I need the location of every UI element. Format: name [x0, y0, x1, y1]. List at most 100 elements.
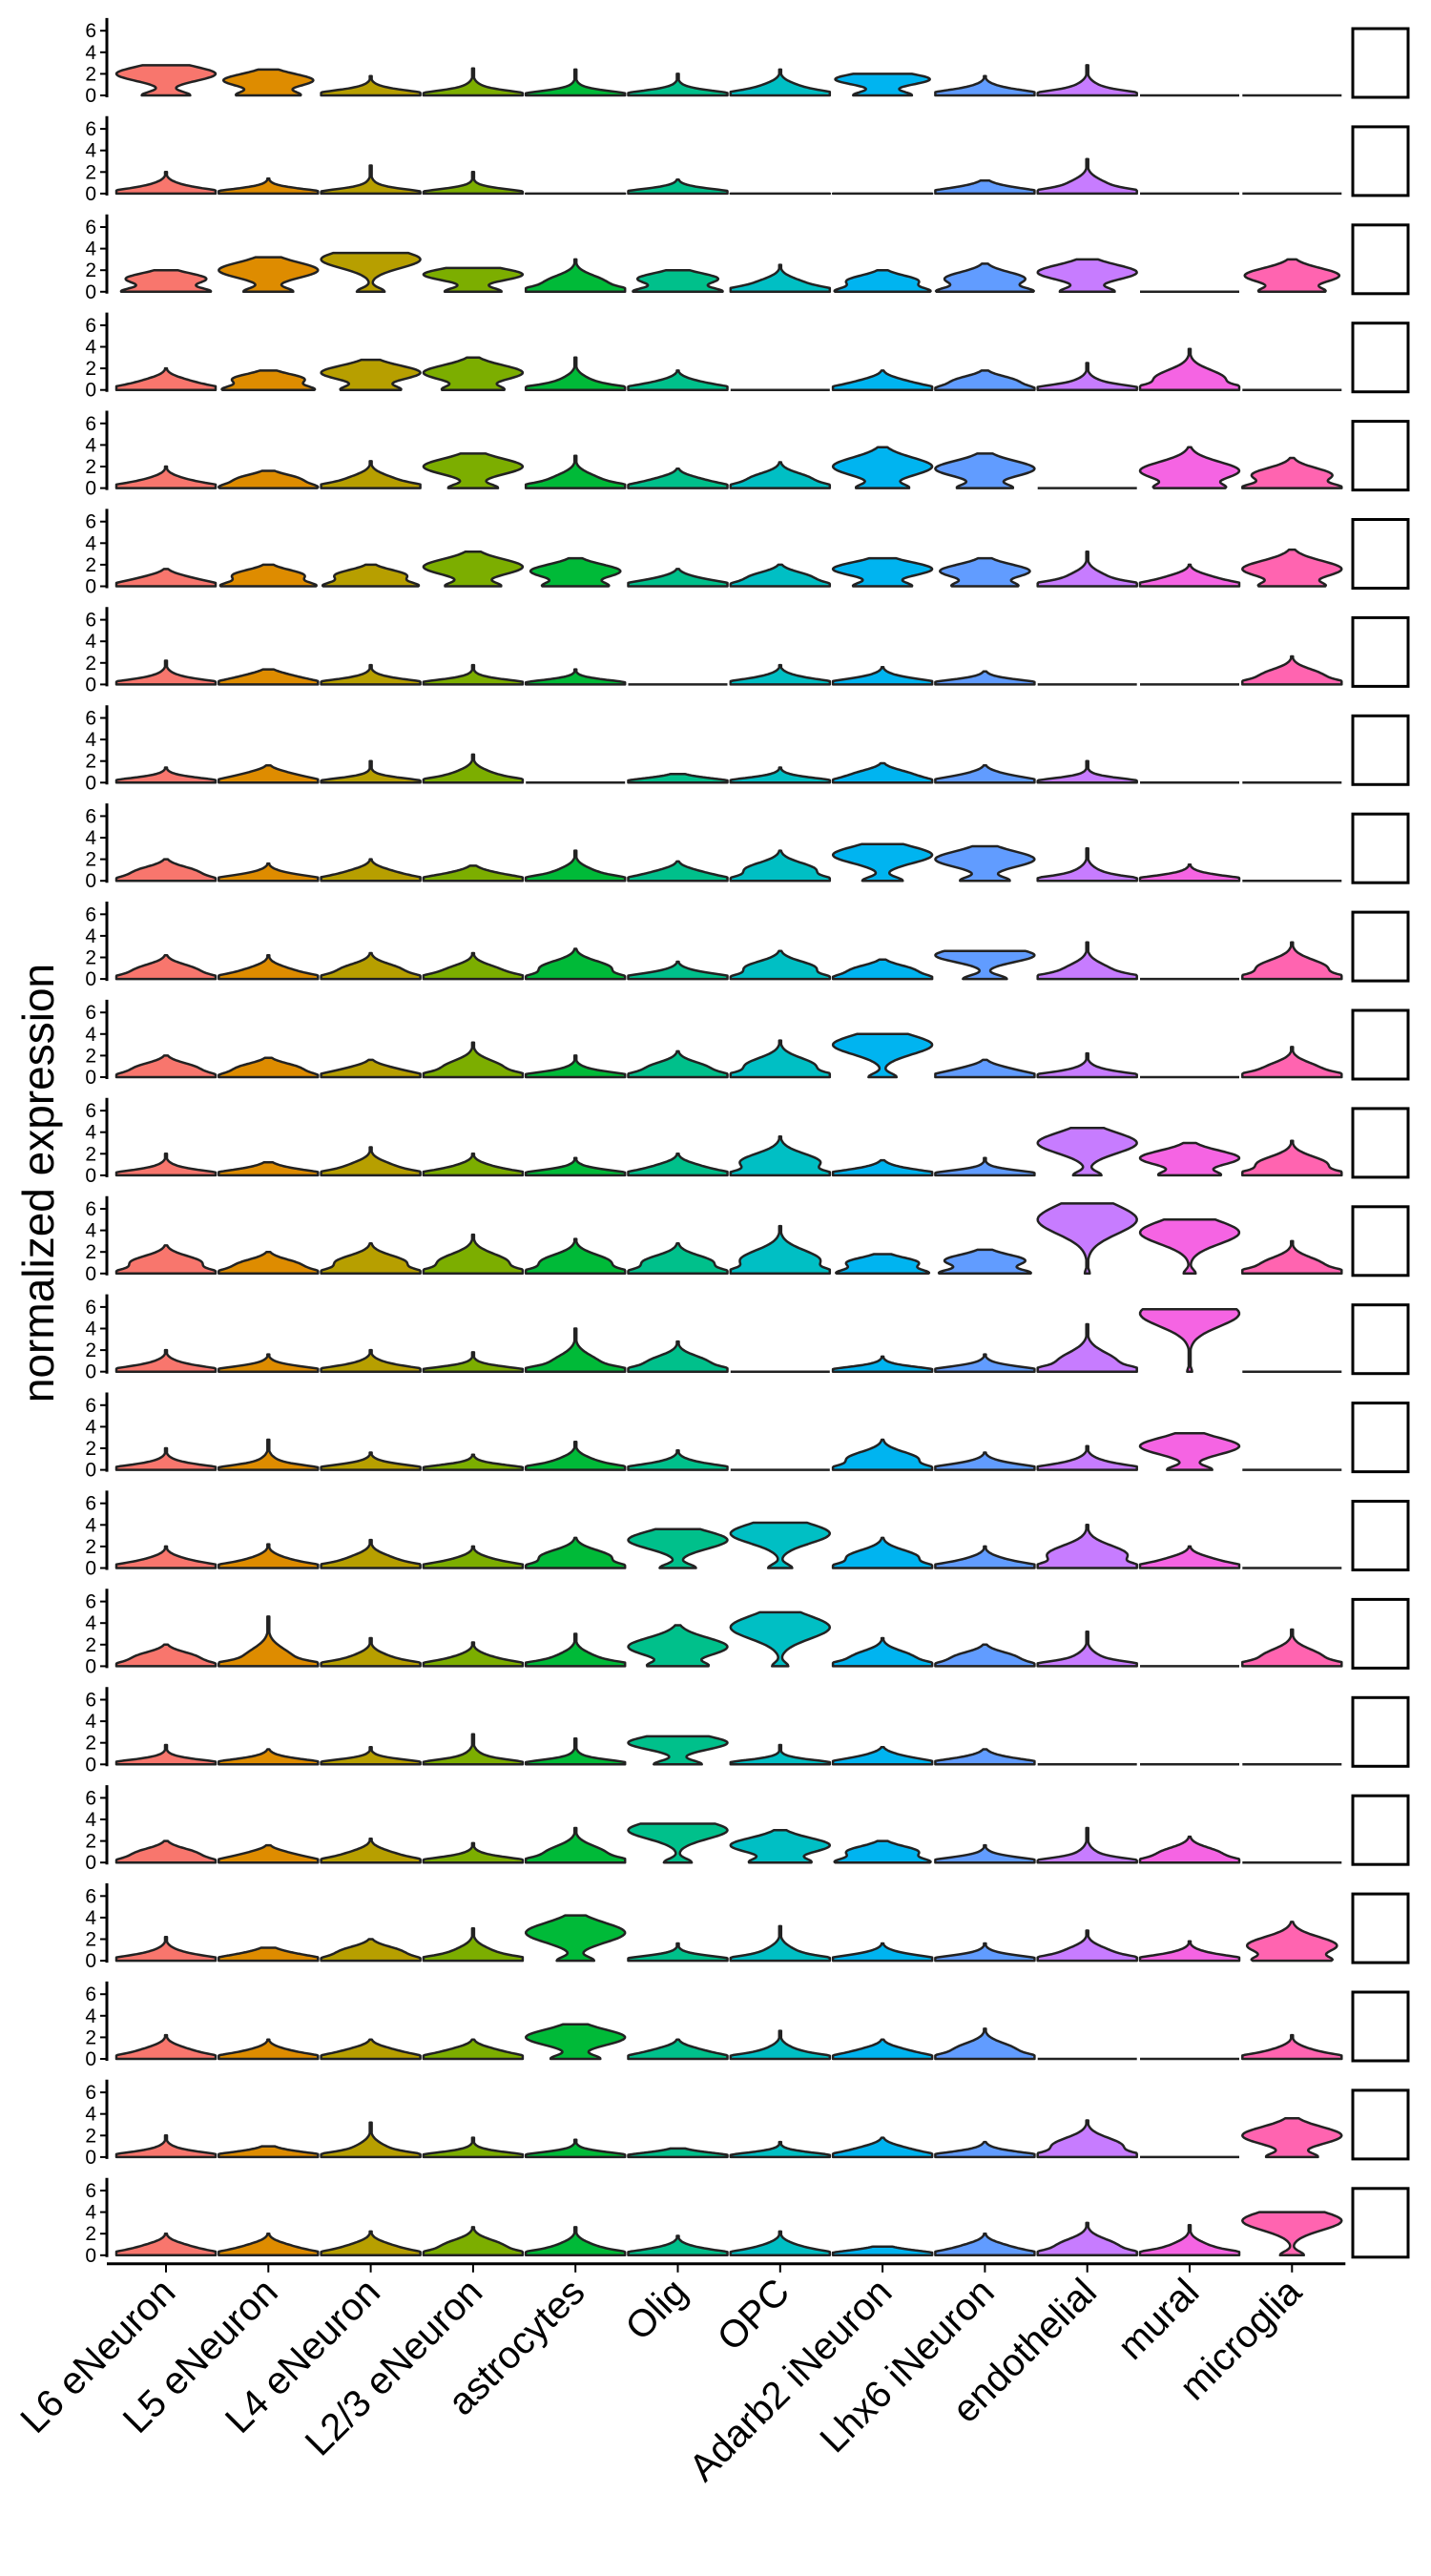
gene-strip [1351, 812, 1410, 884]
violin [1241, 2116, 1343, 2159]
y-tick-label: 2 [85, 1634, 96, 1656]
violin [114, 1348, 218, 1373]
y-tick-label: 0 [85, 1558, 96, 1580]
violin [524, 1440, 627, 1471]
violin [1241, 2211, 1343, 2257]
violin [934, 763, 1036, 784]
violin [218, 469, 320, 489]
violin [1036, 1630, 1138, 1668]
y-tick-label: 2 [85, 1438, 96, 1460]
y-tick-label: 6 [85, 1297, 96, 1319]
violin [1241, 2033, 1343, 2061]
violin [831, 1438, 934, 1471]
y-tick-label: 2 [85, 849, 96, 871]
y-tick-label: 4 [85, 1416, 96, 1438]
violin [729, 1521, 831, 1569]
violin [524, 356, 627, 391]
gene-strip [1351, 1794, 1410, 1866]
violin [729, 461, 832, 489]
violin [422, 171, 525, 196]
violin [729, 1610, 832, 1668]
violin [627, 773, 729, 784]
violin [422, 1926, 525, 1963]
violin [831, 1355, 934, 1373]
violin [934, 262, 1035, 294]
violin [114, 1935, 218, 1963]
violin [114, 659, 218, 686]
violin [1036, 1524, 1138, 1569]
violin [218, 2145, 320, 2159]
violin [1036, 157, 1138, 196]
violin [524, 947, 627, 981]
violin [114, 953, 218, 981]
y-tick-label: 0 [85, 576, 96, 598]
violin [524, 2226, 627, 2257]
violin [422, 1351, 525, 1373]
violin [627, 2038, 729, 2061]
violin [627, 568, 729, 588]
y-tick-label: 4 [85, 239, 96, 260]
y-tick-label: 6 [85, 1984, 96, 2005]
y-tick-label: 0 [85, 1754, 96, 1776]
violin [831, 2038, 934, 2061]
violin [1241, 654, 1343, 686]
violin [114, 1839, 218, 1864]
violin [422, 1153, 525, 1177]
violin [218, 1438, 320, 1471]
violin [114, 858, 218, 883]
y-tick-label: 4 [85, 140, 96, 162]
violin [729, 2140, 832, 2159]
violin [1245, 1921, 1338, 1963]
violin [1036, 1051, 1138, 1079]
y-tick-label: 2 [85, 2026, 96, 2048]
y-axis-label: normalized expression [13, 964, 63, 1402]
violin [627, 2234, 729, 2257]
violin [524, 1054, 627, 1079]
gene-panel: 0246Gli3 [85, 1981, 1410, 2070]
violin [729, 766, 832, 784]
violin [218, 953, 320, 981]
violin [831, 1636, 934, 1668]
gene-strip [1351, 1008, 1410, 1081]
y-tick-label: 6 [85, 1002, 96, 1024]
violin [833, 268, 932, 294]
violin [114, 2134, 218, 2159]
violin [1036, 1444, 1138, 1471]
violin [1036, 2119, 1138, 2159]
y-tick-label: 2 [85, 1831, 96, 1853]
violin [218, 2038, 320, 2061]
gene-panel: 0246Grm2 [85, 214, 1410, 303]
y-tick-label: 6 [85, 20, 96, 42]
violin [114, 1244, 218, 1276]
violin [833, 1839, 932, 1864]
violin [831, 761, 934, 784]
violin [934, 1156, 1036, 1177]
violin [218, 563, 318, 588]
y-tick-label: 6 [85, 1100, 96, 1122]
y-tick-label: 2 [85, 1241, 96, 1263]
violin [729, 949, 832, 981]
violin [524, 1327, 627, 1373]
violin [422, 1841, 525, 1864]
gene-strip [1351, 1695, 1410, 1768]
violin [729, 263, 832, 294]
violin [729, 1224, 832, 1276]
violin [934, 452, 1036, 489]
violin [320, 858, 422, 883]
violin [627, 960, 729, 981]
violin [422, 753, 525, 784]
gene-panel: 0246Itgam [85, 2177, 1410, 2267]
y-tick-label: 2 [85, 751, 96, 773]
violin [627, 1822, 729, 1864]
gene-panel: 0246Adarb2 [85, 999, 1410, 1089]
y-tick-label: 0 [85, 968, 96, 990]
gene-strip [1351, 1107, 1410, 1179]
violin [1138, 2223, 1241, 2257]
violin [422, 266, 525, 294]
violin [218, 1250, 320, 1276]
violin [934, 1843, 1036, 1864]
violin [831, 369, 934, 391]
violin [632, 268, 724, 294]
y-tick-label: 6 [85, 904, 96, 925]
